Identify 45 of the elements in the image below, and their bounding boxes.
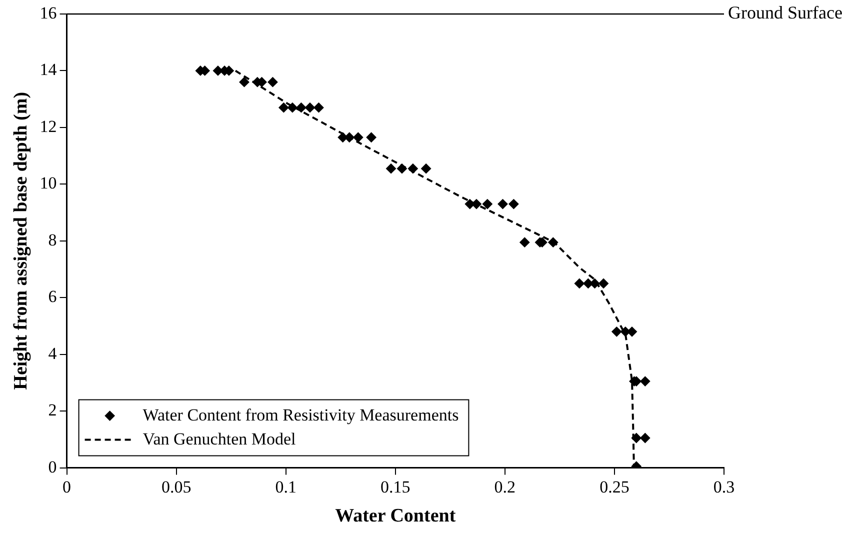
y-tick-label: 2 [48, 400, 57, 420]
point [508, 199, 519, 210]
y-tick-label: 10 [40, 174, 57, 193]
point [287, 102, 298, 113]
legend-label: Van Genuchten Model [142, 429, 296, 448]
x-tick-label: 0.2 [494, 477, 516, 496]
x-axis-title: Water Content [335, 506, 456, 527]
y-tick-label: 16 [40, 3, 57, 22]
point [598, 278, 609, 288]
point [498, 199, 508, 210]
point [278, 102, 289, 113]
x-tick-label: 0.1 [275, 477, 296, 496]
point [421, 164, 432, 174]
point [640, 433, 650, 444]
point [353, 132, 364, 142]
y-tick-label: 8 [48, 230, 57, 250]
y-tick-label: 14 [40, 60, 58, 80]
point [314, 102, 324, 113]
point [548, 237, 558, 248]
point [482, 199, 492, 210]
point [408, 164, 418, 174]
y-axis-title: Height from assigned base depth (m) [10, 92, 32, 390]
point [366, 132, 376, 142]
point [631, 433, 642, 444]
x-tick-label: 0.05 [161, 477, 192, 496]
point [520, 237, 530, 248]
point [612, 326, 622, 337]
point [386, 164, 396, 174]
y-tick-label: 12 [40, 116, 57, 136]
point [239, 77, 250, 88]
ref-line-label: Ground Surface [728, 2, 842, 23]
point [304, 102, 315, 113]
y-tick-label: 0 [48, 457, 57, 476]
x-tick-label: 0.3 [713, 477, 735, 496]
point [574, 278, 584, 288]
point [268, 77, 278, 88]
y-tick-label: 6 [48, 287, 57, 306]
x-tick-label: 0 [62, 477, 72, 496]
point [640, 376, 650, 386]
x-tick-label: 0.15 [380, 477, 410, 496]
point [296, 102, 306, 113]
x-tick-label: 0.25 [600, 477, 630, 496]
point [396, 164, 407, 174]
legend-label: Water Content from Resistivity Measurements [142, 405, 459, 424]
y-tick-label: 4 [48, 344, 58, 363]
